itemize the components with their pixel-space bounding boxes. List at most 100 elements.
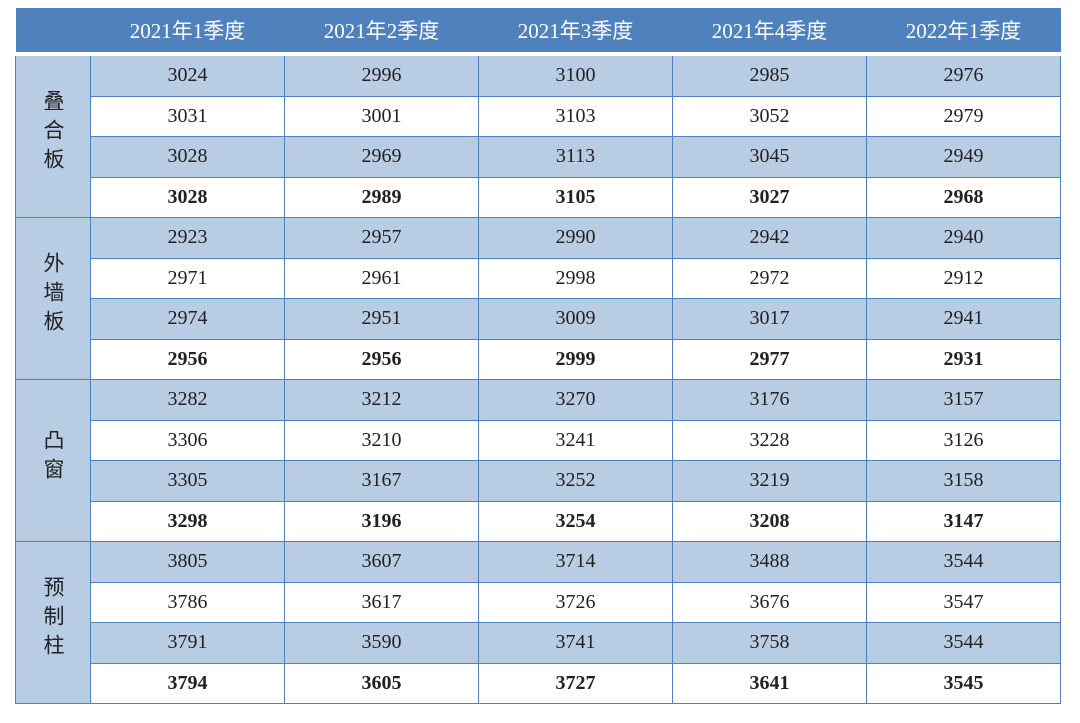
- value-cell: 2985: [672, 53, 867, 97]
- value-cell: 2949: [866, 136, 1061, 178]
- value-cell: 3758: [672, 622, 867, 664]
- value-cell: 3726: [478, 581, 673, 623]
- group-label: 叠合板: [41, 90, 65, 177]
- value-cell: 3210: [284, 419, 479, 461]
- value-cell: 3052: [672, 95, 867, 137]
- value-cell: 2912: [866, 257, 1061, 299]
- value-cell: 2977: [672, 338, 867, 380]
- corner-cell: [15, 8, 91, 56]
- table-row: 预制柱 3805 3607 3714 3488 3544: [15, 541, 1061, 704]
- value-cell: 3212: [284, 379, 479, 421]
- value-cell: 2957: [284, 217, 479, 259]
- value-cell: 3791: [90, 622, 285, 664]
- value-cell: 2923: [90, 217, 285, 259]
- value-cell: 2971: [90, 257, 285, 299]
- value-cell: 3157: [866, 379, 1061, 421]
- table-row: 3786 3617 3726 3676 3547: [16, 581, 1061, 623]
- table-row: 3791 3590 3741 3758 3544: [16, 622, 1061, 664]
- value-cell: 3196: [284, 500, 479, 542]
- value-cell: 2951: [284, 298, 479, 340]
- value-cell: 3547: [866, 581, 1061, 623]
- value-cell: 3009: [478, 298, 673, 340]
- value-cell: 3100: [478, 53, 673, 97]
- value-cell: 2974: [90, 298, 285, 340]
- table-row: 3028 2989 3105 3027 2968: [16, 176, 1061, 218]
- value-cell: 3028: [90, 176, 285, 218]
- value-cell: 3027: [672, 176, 867, 218]
- value-cell: 2961: [284, 257, 479, 299]
- value-cell: 3001: [284, 95, 479, 137]
- value-cell: 3252: [478, 460, 673, 502]
- value-cell: 2998: [478, 257, 673, 299]
- value-cell: 3208: [672, 500, 867, 542]
- group-label: 外墙板: [41, 252, 65, 339]
- group-label: 凸窗: [41, 428, 65, 487]
- value-cell: 3147: [866, 500, 1061, 542]
- table-row: 叠合板 3024 2996 3100 2985 2976: [15, 53, 1061, 218]
- value-cell: 3741: [478, 622, 673, 664]
- value-cell: 3270: [478, 379, 673, 421]
- table-body: 叠合板 3024 2996 3100 2985 2976 3031 3001 3103 3052 2…: [15, 53, 1061, 704]
- data-table: 2021年1季度 2021年2季度 2021年3季度 2021年4季度 2022年1季度…: [15, 8, 1061, 704]
- table-row: 3298 3196 3254 3208 3147: [16, 500, 1061, 542]
- value-cell: 3113: [478, 136, 673, 178]
- table-row: 3794 3605 3727 3641 3545: [16, 662, 1061, 704]
- value-cell: 3228: [672, 419, 867, 461]
- value-cell: 2942: [672, 217, 867, 259]
- value-cell: 3103: [478, 95, 673, 137]
- value-cell: 2989: [284, 176, 479, 218]
- value-cell: 3219: [672, 460, 867, 502]
- value-cell: 3794: [90, 662, 285, 704]
- value-cell: 2979: [866, 95, 1061, 137]
- table-row: 2974 2951 3009 3017 2941: [16, 298, 1061, 340]
- value-cell: 2976: [866, 53, 1061, 97]
- value-cell: 2999: [478, 338, 673, 380]
- value-cell: 2968: [866, 176, 1061, 218]
- value-cell: 3617: [284, 581, 479, 623]
- value-cell: 3045: [672, 136, 867, 178]
- value-cell: 2956: [90, 338, 285, 380]
- value-cell: 2941: [866, 298, 1061, 340]
- column-header: 2021年3季度: [478, 8, 673, 56]
- value-cell: 3024: [90, 53, 285, 97]
- value-cell: 3241: [478, 419, 673, 461]
- column-header: 2021年4季度: [672, 8, 867, 56]
- group-label-cell: 叠合板: [15, 53, 91, 218]
- value-cell: 3298: [90, 500, 285, 542]
- header-row: 2021年1季度 2021年2季度 2021年3季度 2021年4季度 2022年1季度: [15, 8, 1061, 56]
- value-cell: 3028: [90, 136, 285, 178]
- value-cell: 2996: [284, 53, 479, 97]
- table-row: 3031 3001 3103 3052 2979: [16, 95, 1061, 137]
- value-cell: 3105: [478, 176, 673, 218]
- value-cell: 3176: [672, 379, 867, 421]
- value-cell: 3167: [284, 460, 479, 502]
- column-header: 2022年1季度: [866, 8, 1061, 56]
- value-cell: 2931: [866, 338, 1061, 380]
- value-cell: 3017: [672, 298, 867, 340]
- value-cell: 3544: [866, 541, 1061, 583]
- group-label-cell: 凸窗: [15, 379, 91, 542]
- value-cell: 3727: [478, 662, 673, 704]
- value-cell: 3254: [478, 500, 673, 542]
- value-cell: 3605: [284, 662, 479, 704]
- value-cell: 3545: [866, 662, 1061, 704]
- group-label-cell: 预制柱: [15, 541, 91, 704]
- table-row: 2971 2961 2998 2972 2912: [16, 257, 1061, 299]
- column-header: 2021年2季度: [284, 8, 479, 56]
- table-row: 外墙板 2923 2957 2990 2942 2940: [15, 217, 1061, 380]
- value-cell: 3641: [672, 662, 867, 704]
- value-cell: 3676: [672, 581, 867, 623]
- group-label-cell: 外墙板: [15, 217, 91, 380]
- value-cell: 3031: [90, 95, 285, 137]
- table-row: 3306 3210 3241 3228 3126: [16, 419, 1061, 461]
- table-row: 凸窗 3282 3212 3270 3176 3157: [15, 379, 1061, 542]
- value-cell: 3305: [90, 460, 285, 502]
- value-cell: 3805: [90, 541, 285, 583]
- value-cell: 2956: [284, 338, 479, 380]
- value-cell: 3786: [90, 581, 285, 623]
- value-cell: 3714: [478, 541, 673, 583]
- value-cell: 3544: [866, 622, 1061, 664]
- value-cell: 2990: [478, 217, 673, 259]
- table-row: 2956 2956 2999 2977 2931: [16, 338, 1061, 380]
